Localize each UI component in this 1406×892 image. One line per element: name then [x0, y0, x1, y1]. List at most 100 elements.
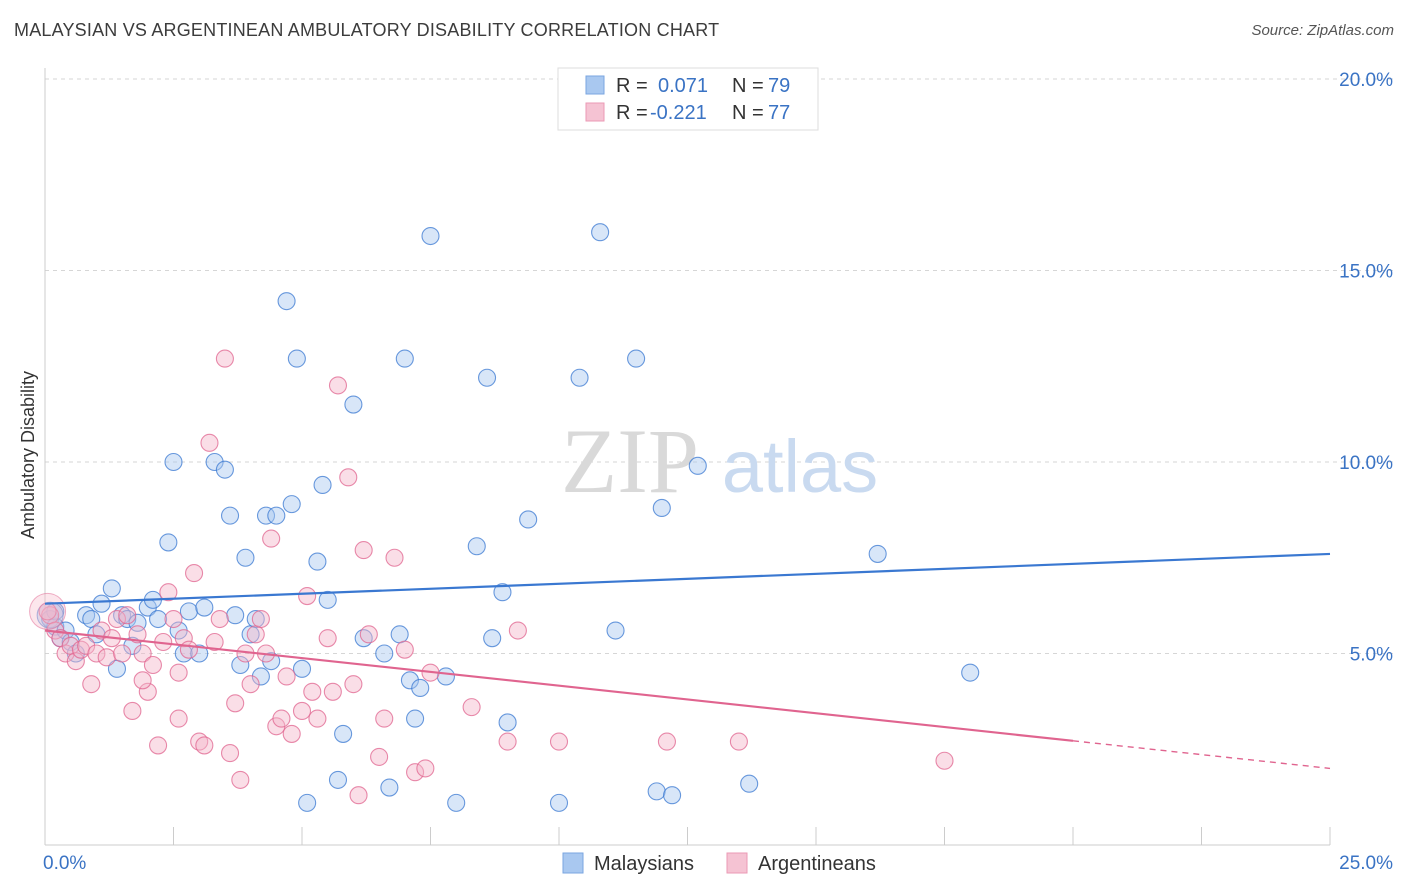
argentinean-point	[328, 376, 348, 395]
argentinean-point	[339, 468, 358, 487]
malaysian-point	[292, 659, 312, 678]
bottom-legend-swatch-malaysians	[562, 852, 584, 874]
argentinean-point	[262, 529, 281, 548]
malaysian-point	[380, 778, 399, 797]
argentinean-point	[508, 621, 527, 640]
argentinean-point	[277, 667, 296, 686]
bottom-legend-label-malaysians: Malaysians	[594, 853, 694, 875]
argentinean-point	[349, 786, 368, 805]
argentinean-point	[406, 763, 425, 782]
argentinean-point	[174, 629, 193, 648]
bottom-legend: Malaysians Argentineans	[562, 852, 876, 875]
malaysian-point	[411, 678, 430, 698]
argentinean-point	[118, 606, 137, 625]
malaysian-point	[549, 793, 569, 812]
argentinean-point	[220, 744, 240, 763]
malaysian-point	[328, 770, 348, 789]
argentinean-point	[226, 694, 245, 713]
argentinean-point	[241, 675, 260, 694]
argentinean-point	[195, 736, 214, 755]
argentineans-trend-line	[44, 629, 1074, 742]
malaysian-point	[149, 609, 168, 629]
argentinean-point	[149, 736, 168, 755]
argentinean-point	[246, 625, 265, 644]
argentinean-point	[138, 682, 157, 701]
malaysian-point	[118, 609, 137, 629]
legend-r-label-1: R =	[616, 75, 648, 97]
argentinean-point	[143, 655, 162, 675]
argentinean-point	[935, 751, 954, 770]
argentinean-point	[169, 709, 188, 728]
malaysian-point	[375, 644, 394, 663]
malaysian-point	[344, 395, 363, 414]
malaysian-point	[627, 349, 646, 368]
trend-lines	[44, 552, 1331, 770]
legend: R = 0.071 N = 79 R = -0.221 N = 77	[557, 67, 819, 131]
argentinean-point	[395, 640, 414, 659]
y-tick-label: 5.0%	[1350, 645, 1393, 666]
axes	[44, 68, 1331, 846]
argentinean-point	[657, 732, 676, 751]
argentinean-point	[210, 609, 229, 629]
y-tick-label: 20.0%	[1339, 70, 1393, 91]
argentinean-point	[272, 709, 291, 728]
argentinean-point	[179, 640, 198, 659]
argentinean-point	[123, 701, 142, 721]
argentinean-point	[416, 759, 435, 778]
argentinean-point	[370, 747, 389, 766]
argentinean-point	[359, 625, 378, 644]
malaysian-point	[277, 292, 296, 311]
legend-n-label-2: N =	[732, 102, 764, 124]
watermark-zip: ZIP	[561, 410, 699, 512]
argentinean-point	[318, 629, 337, 648]
malaysian-point	[740, 774, 759, 793]
argentinean-point	[164, 609, 183, 629]
watermark-atlas: atlas	[722, 425, 878, 508]
malaysian-point	[308, 552, 327, 571]
argentinean-point	[323, 682, 342, 701]
malaysian-point	[313, 475, 332, 495]
malaysian-point	[215, 460, 234, 479]
malaysian-point	[606, 621, 625, 640]
legend-n-value-1: 79	[768, 75, 790, 97]
argentinean-point	[729, 732, 748, 751]
argentinean-point	[344, 675, 363, 694]
argentinean-point	[77, 636, 96, 655]
argentineans-trend-line-extension	[1072, 740, 1331, 770]
malaysian-point	[436, 667, 455, 686]
legend-n-value-2: 77	[768, 102, 790, 124]
malaysian-point	[447, 793, 466, 812]
source-label: Source: ZipAtlas.com	[1251, 22, 1394, 39]
argentinean-point	[375, 709, 394, 728]
argentinean-point	[185, 564, 204, 583]
argentinean-point	[462, 698, 481, 717]
argentinean-point	[92, 621, 111, 640]
malaysian-point	[190, 644, 209, 663]
malaysian-point	[231, 655, 250, 675]
malaysian-point	[123, 636, 142, 655]
malaysian-point	[205, 452, 224, 472]
malaysian-point	[395, 349, 414, 368]
malaysian-point	[663, 786, 682, 805]
y-tick-label: 10.0%	[1339, 453, 1393, 474]
malaysian-point	[226, 606, 245, 625]
argentinean-point	[303, 682, 322, 701]
y-tick-label: 15.0%	[1339, 262, 1393, 283]
malaysian-point	[498, 713, 517, 732]
malaysian-point	[868, 544, 887, 563]
malaysian-point	[298, 793, 317, 812]
argentinean-point	[292, 701, 312, 721]
argentinean-point	[282, 724, 301, 743]
argentinean-point	[133, 644, 152, 663]
malaysians-trend-line	[44, 552, 1331, 605]
argentinean-point	[200, 433, 219, 452]
malaysian-point	[246, 609, 265, 629]
argentinean-point	[107, 609, 127, 629]
x-tick-label-min: 0.0%	[43, 853, 86, 874]
malaysian-point	[251, 667, 270, 686]
legend-n-label-1: N =	[732, 75, 764, 97]
malaysian-point	[400, 671, 419, 690]
argentinean-point	[251, 609, 270, 629]
argentinean-point-cluster	[29, 592, 67, 630]
